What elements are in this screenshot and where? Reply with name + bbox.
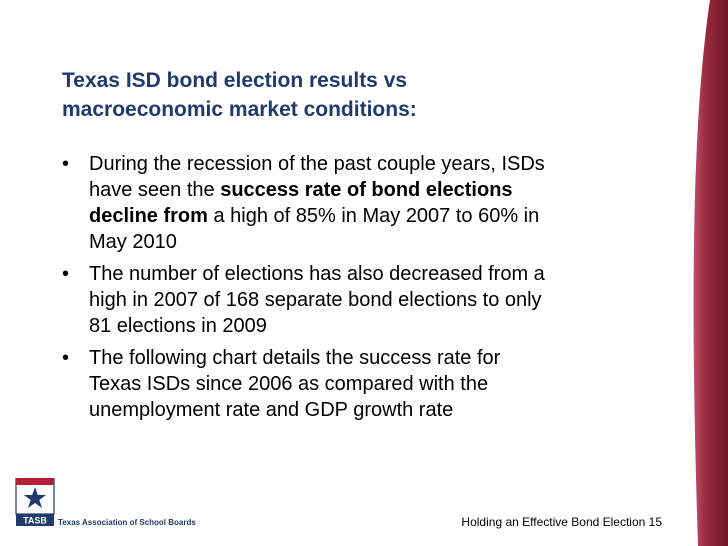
bullet-glyph: •: [62, 347, 70, 369]
bullet-3-line-2: Texas ISDs since 2006 as compared with t…: [89, 373, 489, 395]
bullet-2-line-3: 81 elections in 2009: [89, 315, 267, 337]
bullet-1-line-4: May 2010: [89, 231, 177, 253]
decorative-right-band: [693, 0, 728, 546]
title-line-2: macroeconomic market conditions:: [62, 98, 417, 121]
star-icon: [24, 487, 46, 508]
bullet-item: • The following chart details the succes…: [62, 345, 662, 423]
bullet-1-line-2-text: have seen the: [89, 179, 221, 201]
logo-text: Texas Association of School Boards: [58, 518, 196, 527]
bullet-2-line-2: high in 2007 of 168 separate bond electi…: [89, 289, 542, 311]
bullet-3-line-1: The following chart details the success …: [89, 347, 501, 369]
bullet-item: • During the recession of the past coupl…: [62, 151, 662, 255]
bullet-1-line-2-bold: success rate of bond elections: [220, 179, 513, 201]
logo-mark-text: TASB: [23, 516, 47, 526]
bullet-list: • During the recession of the past coupl…: [62, 151, 662, 429]
bullet-3-line-3: unemployment rate and GDP growth rate: [89, 399, 454, 421]
bullet-glyph: •: [62, 263, 70, 285]
bullet-1-line-2: have seen the success rate of bond elect…: [89, 177, 662, 203]
tasb-logo-mark: TASB: [15, 478, 55, 526]
bullet-1-line-3-bold: decline from: [89, 205, 208, 227]
bullet-1-line-3-text: a high of 85% in May 2007 to 60% in: [207, 205, 540, 227]
bullet-1-line-3: decline from a high of 85% in May 2007 t…: [89, 203, 662, 229]
title-line-1: Texas ISD bond election results vs: [62, 69, 408, 92]
bullet-1-line-1: During the recession of the past couple …: [89, 153, 545, 175]
bullet-2-line-1: The number of elections has also decreas…: [89, 263, 545, 285]
footer-text: Holding an Effective Bond Election 15: [461, 515, 662, 529]
bullet-item: • The number of elections has also decre…: [62, 261, 662, 339]
slide-title: Texas ISD bond election results vs macro…: [62, 66, 662, 124]
bullet-glyph: •: [62, 153, 70, 175]
tasb-logo: TASB Texas Association of School Boards: [14, 478, 204, 532]
